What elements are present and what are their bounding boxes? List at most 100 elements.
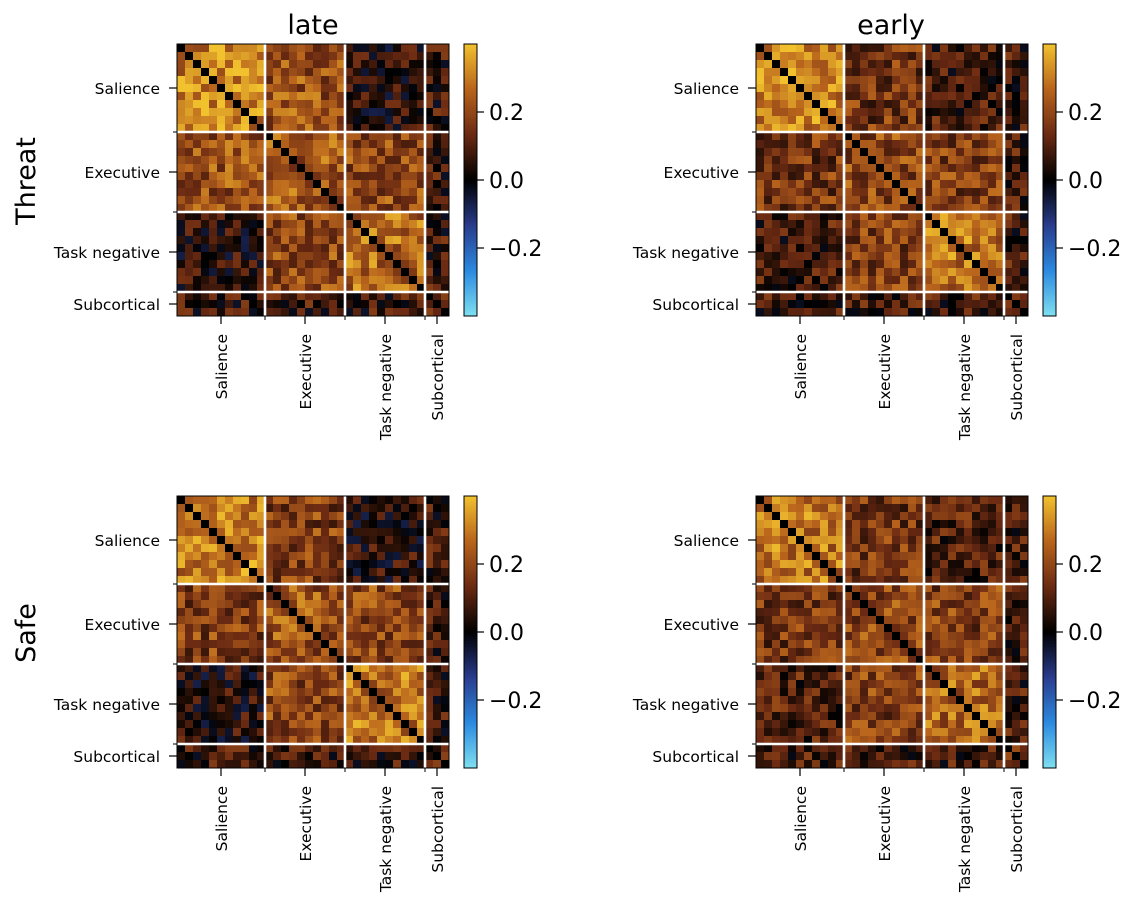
heatmap-cell (425, 664, 434, 673)
heatmap-cell (241, 648, 250, 657)
heatmap-cell (972, 252, 981, 261)
heatmap-cell (217, 204, 226, 213)
heatmap-cell (964, 172, 973, 181)
heatmap-cell (361, 52, 370, 61)
heatmap-cell (828, 100, 837, 109)
heatmap-cell (433, 44, 442, 53)
heatmap-cell (441, 60, 450, 69)
heatmap-cell (265, 108, 274, 117)
heatmap-cell (772, 688, 781, 697)
heatmap-cell (417, 648, 426, 657)
heatmap-cell (956, 108, 965, 117)
heatmap-cell (361, 720, 370, 729)
heatmap-cell (868, 512, 877, 521)
heatmap-cell (796, 52, 805, 61)
heatmap-cell (924, 528, 933, 537)
heatmap-cell (313, 300, 322, 309)
heatmap-cell (1020, 260, 1029, 269)
heatmap-cell (836, 292, 845, 301)
heatmap-cell (812, 712, 821, 721)
heatmap-cell (361, 760, 370, 769)
heatmap-cell (289, 688, 298, 697)
heatmap-cell (225, 528, 234, 537)
colorbar-segment (1043, 82, 1056, 86)
heatmap-cell (313, 752, 322, 761)
heatmap-cell (257, 228, 266, 237)
colorbar-segment (464, 643, 477, 646)
heatmap-cell (425, 76, 434, 85)
heatmap-cell (884, 728, 893, 737)
colorbar-segment (464, 765, 477, 769)
heatmap-cell (820, 624, 829, 633)
heatmap-cell (812, 616, 821, 625)
heatmap-cell (369, 196, 378, 205)
heatmap-cell (876, 664, 885, 673)
heatmap-cell (844, 600, 853, 609)
heatmap-cell (884, 108, 893, 117)
heatmap-cell (924, 172, 933, 181)
heatmap-cell (385, 84, 394, 93)
heatmap-cell (988, 512, 997, 521)
heatmap-cell (321, 252, 330, 261)
heatmap-cell (193, 156, 202, 165)
heatmap-cell (193, 100, 202, 109)
heatmap-cell (1004, 584, 1013, 593)
heatmap-cell (185, 108, 194, 117)
colorbar-segment (1043, 266, 1056, 269)
heatmap-cell (860, 504, 869, 513)
heatmap-cell (177, 284, 186, 293)
heatmap-cell (361, 84, 370, 93)
heatmap-cell (369, 172, 378, 181)
heatmap-cell (756, 544, 765, 553)
heatmap-cell (257, 108, 266, 117)
heatmap-cell (313, 688, 322, 697)
heatmap-cell (265, 640, 274, 649)
heatmap-cell (844, 84, 853, 93)
heatmap-cell (964, 696, 973, 705)
heatmap-cell (828, 688, 837, 697)
heatmap-cell (425, 608, 434, 617)
heatmap-cell (828, 696, 837, 705)
heatmap-cell (393, 632, 402, 641)
colorbar-segment (464, 118, 477, 122)
heatmap-cell (337, 204, 346, 213)
heatmap-cell (233, 648, 242, 657)
heatmap-cell (836, 172, 845, 181)
heatmap-cell (257, 560, 266, 569)
colorbar-segment (464, 598, 477, 601)
heatmap-cell (225, 752, 234, 761)
heatmap-cell (996, 260, 1005, 269)
heatmap-cell (177, 220, 186, 229)
heatmap-cell (980, 100, 989, 109)
heatmap-cell (345, 276, 354, 285)
heatmap-cell (860, 244, 869, 253)
heatmap-cell (417, 696, 426, 705)
heatmap-cell (289, 640, 298, 649)
heatmap-cell (241, 60, 250, 69)
heatmap-cell (812, 648, 821, 657)
heatmap-cell (972, 204, 981, 213)
heatmap-cell (313, 252, 322, 261)
heatmap-cell (780, 76, 789, 85)
heatmap-cell (804, 584, 813, 593)
heatmap-cell (409, 616, 418, 625)
heatmap-cell (425, 172, 434, 181)
heatmap-cell (345, 520, 354, 529)
heatmap-cell (1020, 196, 1029, 205)
heatmap-cell (988, 704, 997, 713)
heatmap-cell (241, 116, 250, 125)
heatmap-cell (393, 212, 402, 221)
heatmap-cell (796, 260, 805, 269)
heatmap-cell (772, 196, 781, 205)
heatmap-cell (804, 640, 813, 649)
heatmap-cell (185, 584, 194, 593)
heatmap-cell (289, 148, 298, 157)
heatmap-cell (932, 252, 941, 261)
heatmap-cell (908, 156, 917, 165)
heatmap-cell (289, 260, 298, 269)
heatmap-cell (908, 308, 917, 317)
heatmap-cell (1004, 116, 1013, 125)
heatmap-cell (233, 720, 242, 729)
colorbar-tick-label: 0.2 (489, 553, 524, 578)
heatmap-cell (281, 260, 290, 269)
